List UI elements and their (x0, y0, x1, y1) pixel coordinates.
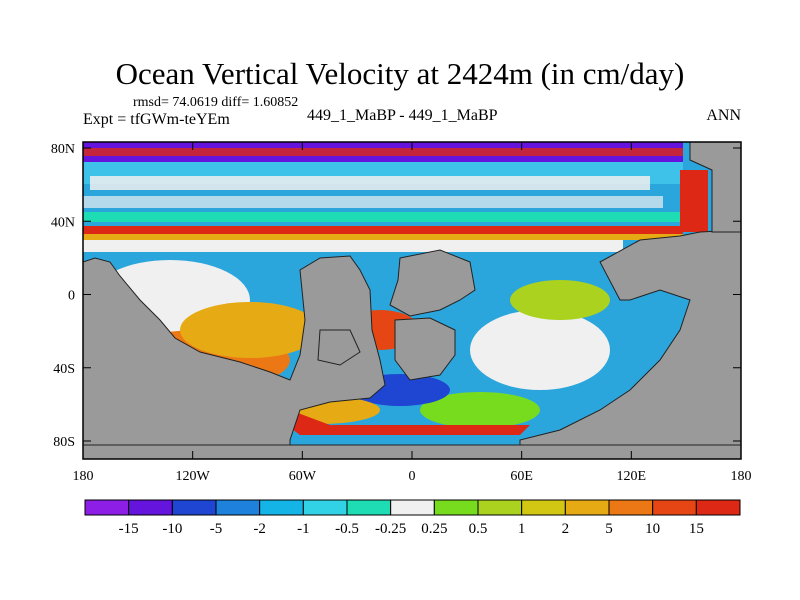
map-plot-area (83, 142, 741, 459)
ocean-field-band-4 (83, 212, 683, 222)
colorbar-swatch (128, 499, 173, 516)
chart-title: Ocean Vertical Velocity at 2424m (in cm/… (115, 56, 685, 91)
y-tick-label: 40N (51, 215, 75, 230)
colorbar-swatch (215, 499, 261, 516)
land-southern-continent (394, 317, 456, 381)
land-arctic (689, 142, 741, 233)
colorbar-swatch (477, 499, 523, 516)
x-tick-label: 120W (176, 469, 211, 484)
ocean-field-red-band (83, 226, 683, 234)
colorbar-label: 15 (689, 521, 704, 537)
y-tick-label: 80N (51, 142, 75, 157)
ocean-field-southern-red (270, 400, 530, 435)
colorbar-label: -10 (162, 521, 182, 537)
x-tick-label: 0 (409, 469, 416, 484)
colorbar-swatch (652, 499, 697, 516)
ocean-field-orange-band (83, 234, 683, 240)
colorbar-label: 10 (645, 521, 660, 537)
colorbar-swatch (390, 499, 435, 516)
colorbar-swatch (521, 499, 566, 516)
colorbar-label: -1 (297, 521, 310, 537)
y-tick-label: 80S (53, 435, 75, 450)
y-tick-label: 40S (53, 362, 75, 377)
ocean-field-patch-3 (180, 302, 320, 358)
y-tick-label: 0 (68, 289, 75, 304)
land-north-america (83, 255, 386, 459)
colorbar-swatch (433, 499, 479, 516)
colorbar-label: -15 (119, 521, 139, 537)
colorbar-swatch (695, 499, 741, 516)
ocean-field-patch-6 (420, 392, 540, 428)
case-comparison-label: 449_1_MaBP - 449_1_MaBP (307, 107, 498, 124)
colorbar-label: -2 (253, 521, 266, 537)
colorbar-swatch (608, 499, 654, 516)
colorbar: -15 -10 -5 -2 -1 -0.5 -0.25 0.25 0.5 1 2 5 10 15 (84, 499, 741, 537)
colorbar-swatch (346, 499, 392, 516)
colorbar-label: 0.25 (421, 521, 447, 537)
colorbar-label: 2 (562, 521, 570, 537)
ocean-field-band-3 (83, 196, 663, 208)
colorbar-swatch (259, 499, 304, 516)
colorbar-label: -5 (210, 521, 223, 537)
colorbar-label: 5 (605, 521, 613, 537)
ocean-field-white-band (83, 240, 623, 252)
x-tick-label: 120E (617, 469, 647, 484)
colorbar-swatch (171, 499, 217, 516)
colorbar-label: 0.5 (469, 521, 488, 537)
x-tick-label: 60W (289, 469, 317, 484)
ocean-field-red-column (680, 170, 708, 232)
ocean-field-polar-red (83, 148, 683, 156)
colorbar-label: -0.5 (335, 521, 359, 537)
experiment-label: Expt = tfGWm-teYEm (83, 111, 230, 128)
colorbar-label: -0.25 (375, 521, 406, 537)
ocean-field-band-2 (90, 176, 650, 190)
colorbar-swatch (302, 499, 348, 516)
x-tick-label: 60E (510, 469, 533, 484)
colorbar-swatch (84, 499, 130, 516)
ocean-field-patch-4 (470, 310, 610, 390)
land-eurasia (519, 229, 741, 459)
stats-label: rmsd= 74.0619 diff= 1.60852 (133, 95, 299, 110)
colorbar-swatch (564, 499, 610, 516)
x-tick-label: 180 (73, 469, 94, 484)
season-label: ANN (706, 107, 741, 124)
colorbar-label: 1 (518, 521, 526, 537)
land-africa (317, 329, 361, 366)
axes: 180 120W 60W 0 60E 120E 180 80N 40N 0 40S 80S (51, 142, 752, 484)
x-tick-label: 180 (731, 469, 752, 484)
land-south-america (389, 249, 476, 317)
ocean-field-patch-5 (510, 280, 610, 320)
